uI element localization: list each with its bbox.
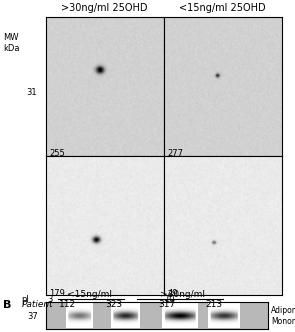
Text: Patient: Patient [22,300,54,309]
Text: 49: 49 [167,289,178,297]
Text: MW
kDa: MW kDa [3,34,19,53]
Text: 323: 323 [105,300,122,309]
Text: B: B [3,300,11,310]
Text: 112: 112 [59,300,76,309]
Text: <15ng/ml: <15ng/ml [68,290,112,299]
Text: 3: 3 [47,295,53,304]
Text: 277: 277 [167,149,183,158]
Text: 255: 255 [49,149,65,158]
Text: 179: 179 [49,289,65,297]
Text: 317: 317 [158,300,175,309]
Text: >30ng/ml 25OHD: >30ng/ml 25OHD [61,3,148,13]
Text: 213: 213 [205,300,222,309]
Text: >30ng/ml: >30ng/ml [160,290,205,299]
Text: <15ng/ml 25OHD: <15ng/ml 25OHD [179,3,266,13]
Text: Adiponectin
Monomer: Adiponectin Monomer [271,306,295,326]
Text: pl: pl [22,295,30,304]
Text: 37: 37 [27,312,38,321]
Text: 31: 31 [26,88,37,98]
Text: 10: 10 [164,295,174,304]
